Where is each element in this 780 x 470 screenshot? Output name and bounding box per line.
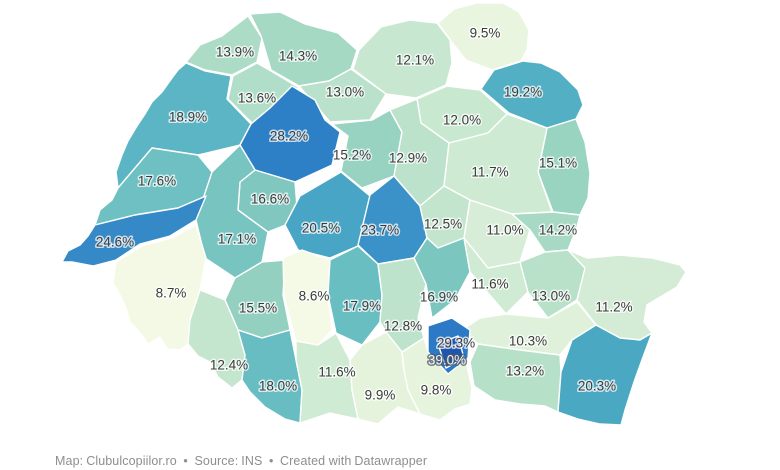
separator-icon: • (268, 454, 274, 468)
county-value-label: 17.1% (218, 232, 256, 247)
county-value-label: 17.6% (138, 174, 176, 189)
county-value-label: 13.0% (532, 289, 570, 304)
separator-icon: • (183, 454, 188, 468)
county-region-r23[interactable] (61, 195, 207, 267)
county-labels: 13.9% 14.3% 12.1% 9.5% 19.2% 12.0% 13.6% 18.9% 1… (94, 24, 634, 404)
county-value-label: 29.3% (437, 336, 475, 351)
county-value-label: 9.8% (421, 383, 452, 398)
county-value-label: 11.2% (595, 300, 632, 315)
county-region-r24[interactable] (112, 224, 207, 351)
county-value-label: 8.6% (299, 289, 330, 304)
county-value-label: 14.3% (279, 49, 317, 64)
county-value-label: 15.1% (539, 156, 577, 171)
county-value-label: 20.3% (578, 379, 616, 394)
county-value-label: 12.4% (210, 358, 248, 373)
county-value-label: 11.7% (471, 165, 508, 180)
county-value-label: 13.9% (216, 45, 254, 60)
county-value-label: 9.9% (365, 388, 396, 403)
county-region-r39[interactable] (469, 343, 562, 413)
county-region-r22[interactable] (195, 144, 269, 279)
county-value-label: 12.8% (384, 319, 422, 334)
county-value-label: 13.0% (326, 85, 364, 100)
county-value-label: 39.0% (428, 353, 466, 368)
county-value-label: 12.9% (389, 151, 427, 166)
source-label: Source: (194, 454, 239, 468)
county-shapes (61, 2, 687, 426)
county-value-label: 11.6% (318, 365, 355, 380)
county-region-r26[interactable] (282, 249, 333, 346)
county-value-label: 15.2% (333, 148, 371, 163)
county-region-r34[interactable] (237, 329, 303, 424)
county-region-r09[interactable] (298, 68, 387, 123)
county-value-label: 13.2% (506, 364, 544, 379)
attribution-footer: Map: Clubulcopiilor.ro • Source: INS • Cre… (55, 454, 430, 468)
county-region-r21[interactable] (511, 211, 581, 253)
county-region-r40[interactable] (557, 324, 653, 426)
county-value-label: 16.6% (251, 192, 289, 207)
county-value-label: 12.5% (424, 217, 462, 232)
county-value-label: 11.6% (471, 277, 508, 292)
map-credit-link[interactable]: Clubulcopiilor.ro (86, 454, 177, 468)
county-value-label: 28.2% (270, 129, 308, 144)
county-region-r36[interactable] (349, 331, 421, 425)
county-region-r08[interactable] (115, 62, 252, 189)
county-region-r27[interactable] (327, 245, 383, 346)
created-with-label: Created with (280, 454, 352, 468)
county-value-label: 12.0% (443, 113, 481, 128)
county-region-r17[interactable] (284, 171, 371, 259)
map-credit-label: Map: (55, 454, 84, 468)
county-value-label: 16.9% (420, 290, 458, 305)
datawrapper-link[interactable]: Datawrapper (354, 454, 428, 468)
county-value-label: 23.7% (361, 223, 399, 238)
county-value-label: 11.0% (486, 223, 523, 238)
county-value-label: 13.6% (238, 91, 276, 106)
county-region-r42[interactable] (437, 335, 465, 369)
county-value-label: 14.2% (539, 223, 577, 238)
county-value-label: 19.2% (504, 85, 542, 100)
county-region-r05[interactable] (480, 60, 584, 129)
county-value-label: 15.5% (239, 301, 277, 316)
source-link[interactable]: INS (241, 454, 263, 468)
county-value-label: 17.9% (343, 299, 381, 314)
county-value-label: 18.0% (259, 379, 297, 394)
county-value-label: 12.1% (396, 53, 434, 68)
county-value-label: 8.7% (156, 286, 187, 301)
county-value-label: 9.5% (470, 26, 501, 41)
county-region-r33[interactable] (187, 289, 246, 389)
county-value-label: 18.9% (169, 110, 207, 125)
county-value-label: 10.3% (509, 334, 547, 349)
county-value-label: 24.6% (96, 235, 134, 250)
county-value-label: 20.5% (302, 221, 340, 236)
county-region-r04[interactable] (437, 2, 530, 71)
